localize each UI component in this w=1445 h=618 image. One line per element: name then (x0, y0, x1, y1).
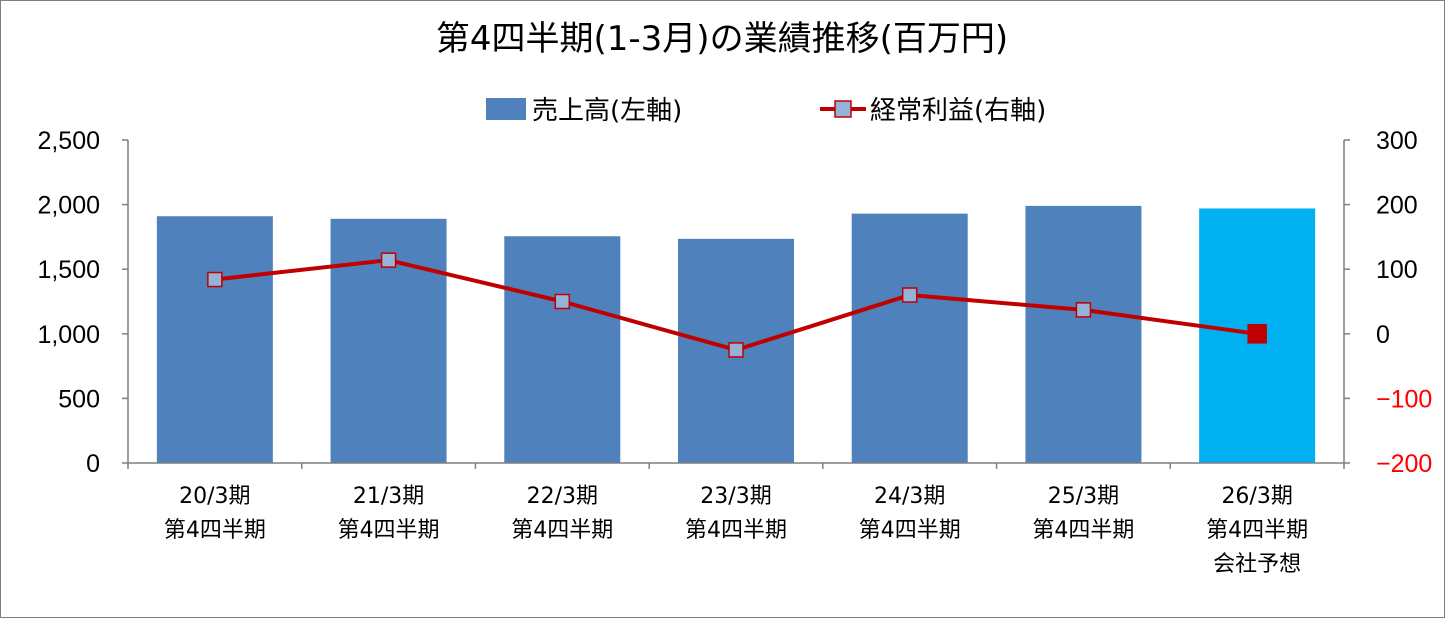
category-label-1: 21/3期第4四半期 (338, 484, 440, 543)
point-profit-1 (380, 252, 397, 268)
legend-swatch-sales (486, 98, 526, 120)
category-label-line: 第4四半期 (1206, 518, 1308, 543)
category-label-line: 22/3期 (527, 484, 598, 509)
legend-label-sales: 売上高(左軸) (532, 96, 682, 126)
left-tick-label-0: 0 (86, 450, 100, 478)
category-label-line: 第4四半期 (859, 518, 961, 543)
bar-sales-4 (851, 213, 968, 463)
right-tick-label-1: −100 (1376, 385, 1432, 413)
category-label-3: 23/3期第4四半期 (685, 484, 787, 543)
category-label-line: 23/3期 (700, 484, 771, 509)
right-tick-label-3: 100 (1376, 256, 1418, 284)
left-tick-label-2: 1,000 (37, 321, 100, 349)
point-profit-4 (901, 287, 918, 303)
category-label-line: 25/3期 (1048, 484, 1119, 509)
category-label-line: 第4四半期 (164, 518, 266, 543)
right-tick-label-4: 200 (1376, 192, 1418, 220)
left-tick-label-3: 1,500 (37, 256, 100, 284)
point-profit-0 (207, 271, 223, 288)
right-tick-label-0: −200 (1376, 450, 1432, 478)
chart-title: 第4四半期(1-3月)の業績推移(百万円) (436, 19, 1008, 59)
category-label-0: 20/3期第4四半期 (164, 484, 266, 543)
legend-label-profit: 経常利益(右軸) (870, 96, 1046, 126)
category-label-5: 25/3期第4四半期 (1032, 484, 1134, 543)
category-label-line: 第4四半期 (511, 518, 613, 543)
left-tick-label-1: 500 (58, 385, 100, 413)
category-label-line: 会社予想 (1213, 552, 1301, 577)
plot-area: 0 500 1,000 1,500 2,000 2,500 −200 −100 0 100 200 3… (37, 127, 1432, 577)
point-profit-3 (728, 342, 744, 358)
bar-sales-5 (1025, 205, 1142, 463)
point-profit-2 (554, 293, 571, 310)
point-profit-6 (1247, 324, 1267, 344)
category-label-line: 20/3期 (179, 484, 250, 509)
category-label-2: 22/3期第4四半期 (511, 484, 613, 543)
point-profit-5 (1075, 302, 1092, 318)
legend: 売上高(左軸) 経常利益(右軸) (486, 96, 1046, 126)
category-label-4: 24/3期第4四半期 (859, 484, 961, 543)
category-label-line: 第4四半期 (685, 518, 787, 543)
legend-marker-profit (834, 100, 852, 118)
bar-sales-0 (156, 216, 273, 463)
left-tick-label-5: 2,500 (37, 127, 100, 155)
left-tick-label-4: 2,000 (37, 192, 100, 220)
category-label-6: 26/3期第4四半期会社予想 (1206, 484, 1308, 577)
category-label-line: 26/3期 (1221, 484, 1292, 509)
category-label-line: 第4四半期 (1032, 518, 1134, 543)
right-tick-label-5: 300 (1376, 127, 1418, 155)
category-label-line: 21/3期 (353, 484, 424, 509)
right-tick-label-2: 0 (1376, 321, 1390, 349)
category-label-line: 24/3期 (874, 484, 945, 509)
category-label-line: 第4四半期 (338, 518, 440, 543)
bar-sales-2 (504, 236, 621, 463)
